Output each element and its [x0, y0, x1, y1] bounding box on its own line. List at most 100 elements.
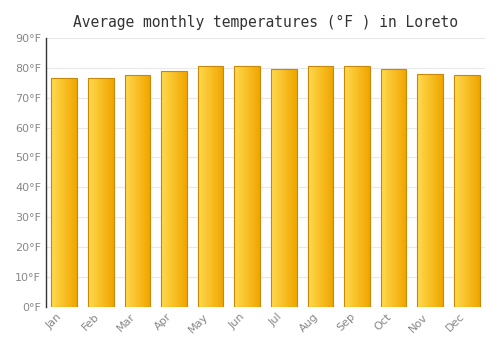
Bar	[97, 78, 98, 307]
Bar	[284, 69, 285, 307]
Bar	[108, 78, 109, 307]
Bar	[310, 66, 312, 307]
Bar	[457, 76, 458, 307]
Bar	[111, 78, 112, 307]
Bar	[236, 66, 237, 307]
Bar	[96, 78, 97, 307]
Bar	[426, 74, 427, 307]
Bar	[206, 66, 208, 307]
Bar	[63, 78, 64, 307]
Bar	[281, 69, 282, 307]
Bar	[71, 78, 72, 307]
Bar	[61, 78, 62, 307]
Bar	[58, 78, 59, 307]
Bar	[254, 66, 255, 307]
Bar	[418, 74, 443, 307]
Bar	[429, 74, 430, 307]
Bar	[368, 66, 369, 307]
Bar	[348, 66, 349, 307]
Bar	[62, 78, 63, 307]
Bar	[101, 78, 102, 307]
Bar	[208, 66, 210, 307]
Bar	[125, 76, 126, 307]
Bar	[99, 78, 100, 307]
Bar	[143, 76, 144, 307]
Bar	[317, 66, 318, 307]
Bar	[438, 74, 439, 307]
Bar	[141, 76, 142, 307]
Bar	[430, 74, 432, 307]
Bar	[95, 78, 96, 307]
Bar	[219, 66, 220, 307]
Bar	[455, 76, 456, 307]
Bar	[106, 78, 107, 307]
Bar	[393, 69, 394, 307]
Bar	[127, 76, 128, 307]
Bar	[271, 69, 296, 307]
Bar	[146, 76, 147, 307]
Bar	[330, 66, 331, 307]
Bar	[145, 76, 146, 307]
Bar	[92, 78, 93, 307]
Bar	[309, 66, 310, 307]
Bar	[175, 71, 176, 307]
Bar	[54, 78, 55, 307]
Bar	[255, 66, 256, 307]
Bar	[308, 66, 309, 307]
Bar	[199, 66, 200, 307]
Bar	[384, 69, 385, 307]
Bar	[89, 78, 90, 307]
Bar	[161, 71, 187, 307]
Bar	[460, 76, 461, 307]
Bar	[420, 74, 421, 307]
Bar	[76, 78, 77, 307]
Bar	[319, 66, 320, 307]
Bar	[200, 66, 201, 307]
Bar	[391, 69, 392, 307]
Bar	[282, 69, 283, 307]
Bar	[88, 78, 89, 307]
Bar	[346, 66, 348, 307]
Bar	[398, 69, 400, 307]
Bar	[427, 74, 428, 307]
Bar	[249, 66, 250, 307]
Bar	[198, 66, 224, 307]
Bar	[185, 71, 186, 307]
Bar	[362, 66, 364, 307]
Bar	[314, 66, 315, 307]
Bar	[168, 71, 169, 307]
Bar	[470, 76, 471, 307]
Bar	[442, 74, 443, 307]
Bar	[213, 66, 214, 307]
Bar	[331, 66, 332, 307]
Bar	[110, 78, 111, 307]
Bar	[112, 78, 113, 307]
Bar	[75, 78, 76, 307]
Bar	[237, 66, 238, 307]
Bar	[441, 74, 442, 307]
Bar	[215, 66, 216, 307]
Bar	[289, 69, 290, 307]
Bar	[478, 76, 479, 307]
Bar	[252, 66, 253, 307]
Bar	[271, 69, 272, 307]
Bar	[388, 69, 389, 307]
Bar	[312, 66, 314, 307]
Bar	[322, 66, 323, 307]
Bar	[476, 76, 477, 307]
Bar	[253, 66, 254, 307]
Bar	[221, 66, 222, 307]
Bar	[113, 78, 114, 307]
Bar	[380, 69, 382, 307]
Bar	[205, 66, 206, 307]
Bar	[316, 66, 317, 307]
Bar	[164, 71, 165, 307]
Bar	[465, 76, 466, 307]
Bar	[178, 71, 179, 307]
Bar	[248, 66, 249, 307]
Bar	[273, 69, 274, 307]
Bar	[463, 76, 464, 307]
Bar	[186, 71, 187, 307]
Bar	[402, 69, 403, 307]
Bar	[144, 76, 145, 307]
